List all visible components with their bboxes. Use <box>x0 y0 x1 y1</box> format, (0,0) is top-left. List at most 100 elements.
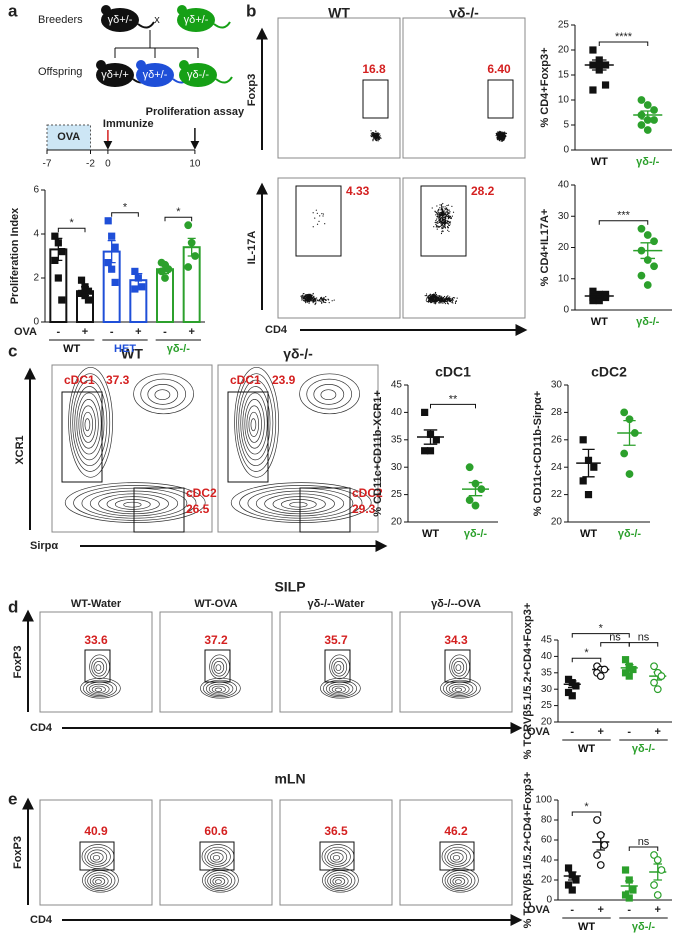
event-dot <box>304 297 306 299</box>
event-dot <box>310 293 312 295</box>
data-point <box>643 101 652 109</box>
event-dot <box>371 132 373 134</box>
event-dot <box>438 302 440 304</box>
event-dot <box>441 206 443 208</box>
contour <box>335 664 342 672</box>
x-tick-label: γδ-/- <box>636 156 660 168</box>
event-dot <box>376 138 378 140</box>
event-dot <box>442 211 444 214</box>
y-tick-label: 22 <box>551 489 563 500</box>
event-dot <box>443 209 445 211</box>
event-dot <box>447 299 449 301</box>
contour <box>320 389 337 401</box>
data-point <box>564 864 573 872</box>
significance-label: * <box>123 202 128 214</box>
significance-label: ns <box>638 632 650 644</box>
event-dot <box>437 299 439 301</box>
event-dot <box>498 133 501 135</box>
contour <box>106 496 160 512</box>
event-dot <box>438 300 440 302</box>
gate <box>319 841 355 871</box>
event-dot <box>442 210 444 213</box>
data-point <box>568 871 576 879</box>
significance-bracket <box>571 811 602 816</box>
event-dot <box>328 302 330 304</box>
event-dot <box>446 300 448 302</box>
group-label: WT <box>578 921 595 933</box>
group-label: WT <box>578 743 595 755</box>
event-dot <box>443 216 445 218</box>
event-dot <box>444 222 447 225</box>
panel-label: c <box>8 341 17 360</box>
event-dot <box>428 301 430 303</box>
data-point <box>184 221 193 230</box>
contour <box>447 849 468 865</box>
contour <box>244 399 265 449</box>
contour <box>212 854 220 861</box>
event-dot <box>443 299 445 301</box>
event-dot <box>440 221 442 223</box>
x-tick-label: WT <box>591 156 608 168</box>
data-point <box>104 217 112 225</box>
event-dot <box>437 214 439 216</box>
event-dot <box>323 298 325 300</box>
event-dot <box>434 295 436 297</box>
contour <box>442 679 478 698</box>
event-dot <box>452 302 454 304</box>
event-dot <box>431 300 434 302</box>
event-dot <box>325 301 327 304</box>
event-dot <box>438 208 440 210</box>
data-point <box>637 271 646 280</box>
contour <box>331 685 346 694</box>
event-dot <box>424 295 426 297</box>
event-dot <box>435 301 437 303</box>
data-point <box>620 449 629 458</box>
event-dot <box>302 298 304 300</box>
event-dot <box>444 206 446 208</box>
event-dot <box>379 135 381 137</box>
data-point <box>138 283 146 291</box>
event-dot <box>437 210 439 212</box>
event-dot <box>447 295 449 297</box>
y-tick-label: 0 <box>546 895 552 906</box>
tree-lines <box>114 30 199 58</box>
event-dot <box>447 229 449 231</box>
event-dot <box>500 134 502 137</box>
data-point <box>650 116 658 124</box>
event-dot <box>449 223 451 225</box>
event-dot <box>304 300 307 302</box>
data-point <box>596 831 605 839</box>
contour <box>209 874 229 888</box>
contour <box>327 872 352 890</box>
event-dot <box>435 224 438 226</box>
event-dot <box>444 212 446 214</box>
event-dot <box>441 218 443 220</box>
event-dot <box>443 218 445 220</box>
data-point <box>625 894 633 902</box>
contour <box>280 499 317 510</box>
event-dot <box>436 211 438 213</box>
contour <box>207 849 228 865</box>
data-point <box>432 436 440 444</box>
timeline-tick-label: -7 <box>43 159 52 170</box>
y-axis-label: % CD4+Foxp3+ <box>539 47 551 127</box>
event-dot <box>440 204 442 206</box>
event-dot <box>308 301 310 303</box>
event-dot <box>497 135 499 137</box>
event-dot <box>501 137 503 139</box>
event-dot <box>314 299 317 301</box>
event-dot <box>434 293 436 295</box>
flow-axis-label: CD4 <box>30 914 53 926</box>
y-axis-label: % CD11c+CD11b-XCR1+ <box>372 390 384 517</box>
event-dot <box>444 218 447 220</box>
event-dot <box>325 296 327 298</box>
data-point <box>601 81 610 89</box>
event-dot <box>500 131 502 133</box>
data-point <box>108 232 116 240</box>
section-title: mLN <box>274 771 305 787</box>
event-dot <box>444 300 447 302</box>
event-dot <box>439 207 441 209</box>
data-point <box>579 436 587 444</box>
data-point <box>653 891 662 899</box>
event-dot <box>315 298 317 300</box>
